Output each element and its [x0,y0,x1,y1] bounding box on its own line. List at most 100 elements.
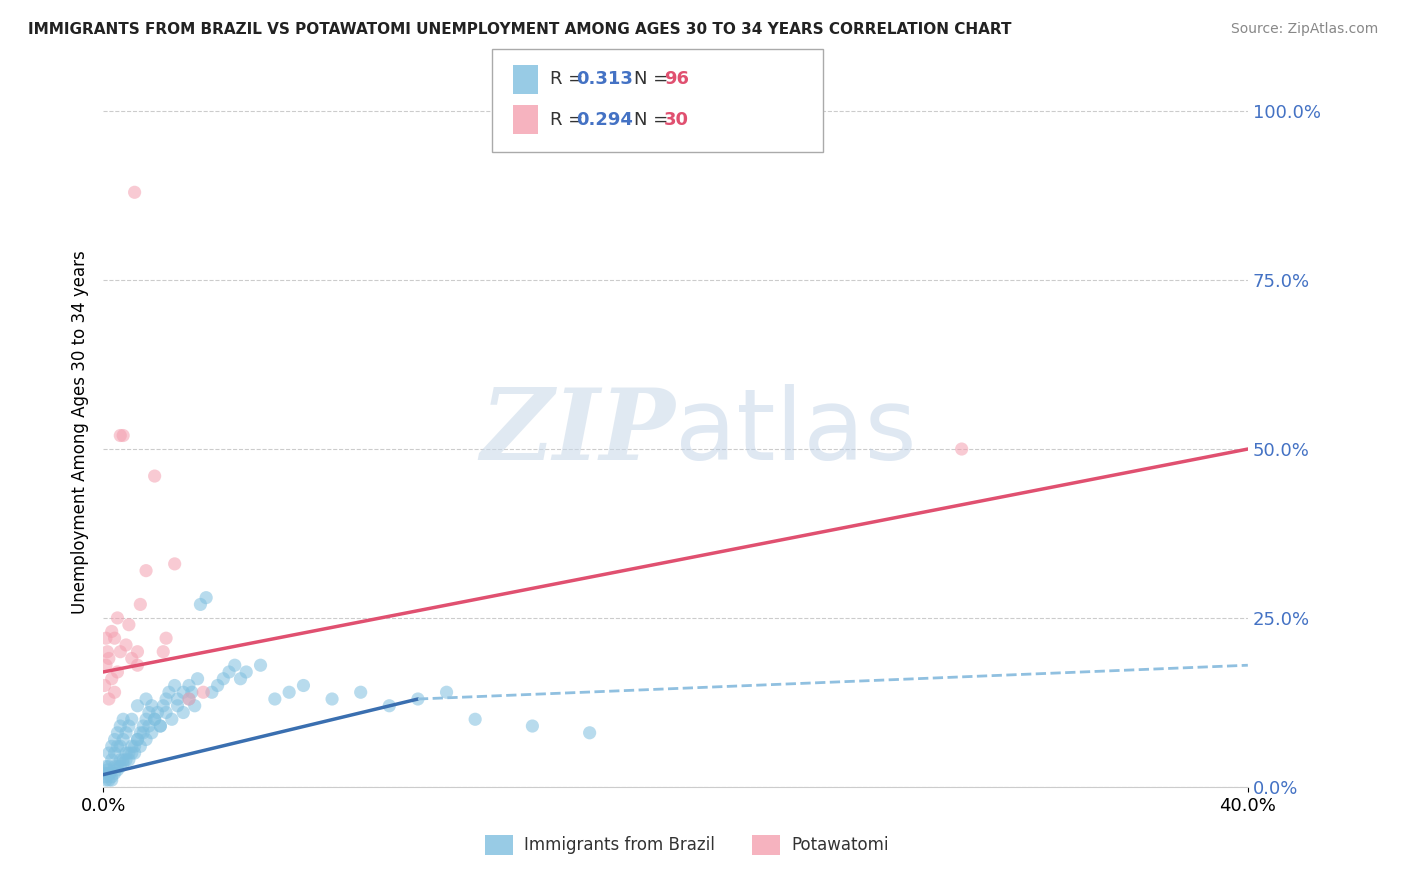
Point [97,766,120,780]
Point [115,726,138,740]
Point [464,712,486,726]
Point [578,726,600,740]
Point [177,692,200,706]
Point [115,638,138,652]
Point [110,739,132,754]
Point [100,672,122,686]
Text: 96: 96 [664,70,689,88]
Point [177,692,200,706]
Point [112,712,135,726]
Point [112,756,135,771]
Point [127,698,149,713]
Point [132,719,155,733]
Point [118,746,141,760]
Point [190,598,212,612]
Point [143,712,166,726]
Point [103,685,125,699]
Point [406,692,429,706]
Point [110,753,132,767]
Point [110,759,132,773]
Text: R =: R = [550,70,589,88]
Point [96,645,118,659]
Point [107,726,129,740]
Point [378,698,401,713]
Point [127,645,149,659]
Point [195,591,218,605]
Point [94,631,117,645]
Point [124,746,146,760]
Point [235,665,257,679]
Point [93,678,115,692]
Point [146,706,169,720]
Point [149,719,172,733]
Text: 0.294: 0.294 [576,111,633,128]
Point [121,739,143,754]
Text: Potawatomi: Potawatomi [792,836,889,854]
Point [193,685,215,699]
Point [110,719,132,733]
Point [107,611,129,625]
Text: IMMIGRANTS FROM BRAZIL VS POTAWATOMI UNEMPLOYMENT AMONG AGES 30 TO 34 YEARS CORR: IMMIGRANTS FROM BRAZIL VS POTAWATOMI UNE… [28,22,1012,37]
Point [155,706,177,720]
Text: 0.313: 0.313 [576,70,633,88]
Point [160,712,183,726]
Point [97,773,120,788]
Point [321,692,343,706]
Point [163,678,186,692]
Point [103,732,125,747]
Point [115,746,138,760]
Point [166,698,188,713]
Point [950,442,973,456]
Point [218,665,240,679]
Point [112,732,135,747]
Point [115,753,138,767]
Point [212,672,235,686]
Text: Source: ZipAtlas.com: Source: ZipAtlas.com [1230,22,1378,37]
Point [172,706,194,720]
Point [121,746,143,760]
Point [121,712,143,726]
Text: N =: N = [634,111,673,128]
Point [129,598,152,612]
Point [155,692,177,706]
Point [152,645,174,659]
Point [157,685,180,699]
Point [127,658,149,673]
Point [141,726,163,740]
Point [166,692,188,706]
Point [97,651,120,665]
Point [107,763,129,777]
Text: ZIP: ZIP [481,384,675,481]
Point [229,672,252,686]
Point [110,428,132,442]
Point [103,631,125,645]
Point [143,469,166,483]
Point [436,685,458,699]
Text: Immigrants from Brazil: Immigrants from Brazil [524,836,716,854]
Point [152,698,174,713]
Point [177,678,200,692]
Point [124,739,146,754]
Point [94,759,117,773]
Point [141,698,163,713]
Point [118,719,141,733]
Point [350,685,373,699]
Point [97,746,120,760]
Point [135,692,157,706]
Point [135,732,157,747]
Point [127,732,149,747]
Point [135,564,157,578]
Point [522,719,544,733]
Point [97,759,120,773]
Point [163,557,186,571]
Point [180,685,202,699]
Point [143,712,166,726]
Point [121,651,143,665]
Point [110,645,132,659]
Point [129,739,152,754]
Point [132,726,155,740]
Point [100,739,122,754]
Point [107,739,129,754]
Point [96,763,118,777]
Point [94,770,117,784]
